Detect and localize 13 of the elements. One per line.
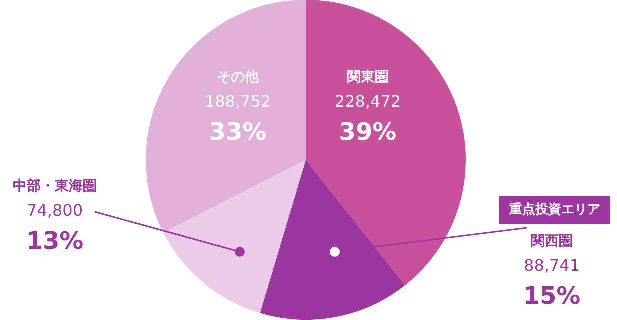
slice-label: 関西圏 (531, 234, 573, 250)
text: 重点投資エリア (508, 201, 600, 218)
slice-label: 中部・東海圏 (13, 178, 97, 195)
slice-label: 関東圏 (347, 70, 389, 86)
text: 33% (209, 118, 267, 146)
slice-label: その他 (217, 70, 260, 86)
data-label: 88,741 (524, 256, 580, 276)
data-label: 188,752 (204, 92, 272, 112)
data-label: 228,472 (334, 92, 402, 112)
text: 15% (523, 282, 581, 310)
data-label: 74,800 (27, 201, 83, 220)
text: 39% (339, 118, 397, 146)
text: 13% (26, 227, 84, 256)
